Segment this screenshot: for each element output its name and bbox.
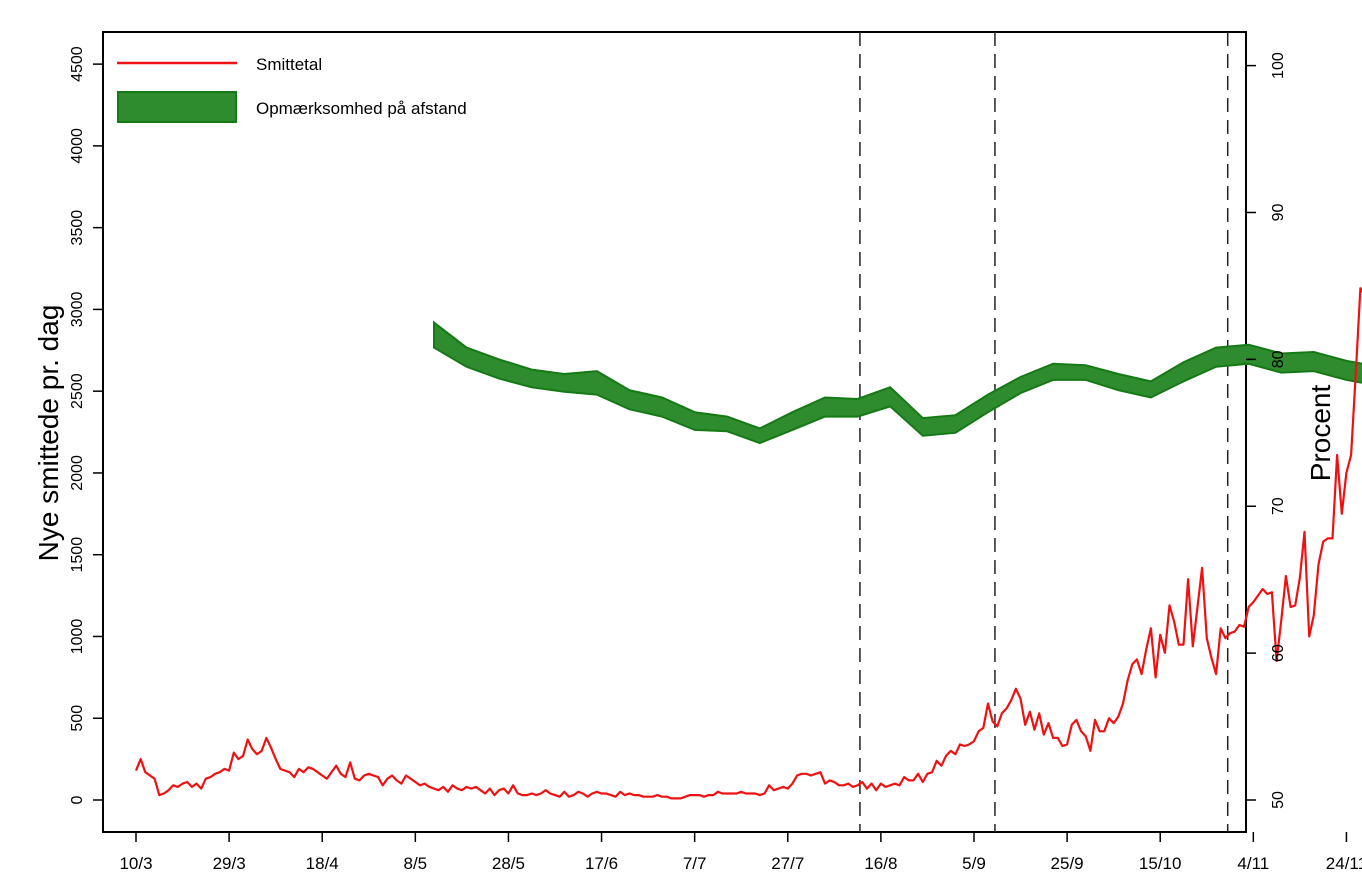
- x-tick-label: 10/3: [119, 854, 152, 873]
- left-tick-label: 1500: [69, 537, 86, 573]
- y-axis-right-label: Procent: [1305, 385, 1336, 482]
- right-tick-label: 50: [1270, 791, 1287, 809]
- right-tick-label: 60: [1270, 644, 1287, 662]
- right-tick-label: 80: [1270, 350, 1287, 368]
- right-tick-label: 90: [1270, 203, 1287, 221]
- band-area: [433, 320, 1362, 445]
- right-tick-label: 100: [1270, 52, 1287, 79]
- left-tick-label: 4500: [69, 46, 86, 82]
- x-tick-label: 28/5: [492, 854, 525, 873]
- left-tick-label: 4000: [69, 128, 86, 164]
- left-axis: 0 500 1000 1500 2000 2500 3000 3500 4000 4500: [69, 46, 103, 804]
- legend-label-band: Opmærksomhed på afstand: [256, 99, 467, 118]
- legend-label-smittetal: Smittetal: [256, 55, 322, 74]
- left-tick-label: 2000: [69, 455, 86, 491]
- left-tick-label: 0: [69, 795, 86, 804]
- left-tick-label: 3000: [69, 292, 86, 328]
- plot-frame: [102, 31, 1247, 833]
- line-series: [134, 287, 1362, 800]
- smittetal-line: [134, 287, 1362, 800]
- event-lines: [859, 32, 1229, 832]
- left-tick-label: 1000: [69, 619, 86, 655]
- x-tick-label: 24/11: [1326, 854, 1362, 873]
- x-tick-label: 7/7: [683, 854, 707, 873]
- x-tick-label: 29/3: [213, 854, 246, 873]
- x-tick-label: 5/9: [962, 854, 986, 873]
- x-tick-label: 15/10: [1139, 854, 1182, 873]
- left-tick-label: 500: [69, 705, 86, 732]
- x-tick-label: 27/7: [771, 854, 804, 873]
- legend: Smittetal Opmærksomhed på afstand: [117, 55, 467, 123]
- x-tick-label: 4/11: [1237, 854, 1269, 873]
- x-tick-label: 17/6: [585, 854, 618, 873]
- left-tick-label: 3500: [69, 210, 86, 246]
- band-series: [433, 320, 1362, 445]
- x-tick-label: 18/4: [306, 854, 339, 873]
- left-tick-label: 2500: [69, 373, 86, 409]
- x-tick-label: 8/5: [404, 854, 428, 873]
- right-tick-label: 70: [1270, 497, 1287, 515]
- x-tick-label: 16/8: [864, 854, 897, 873]
- legend-swatch-band: [117, 91, 237, 123]
- y-axis-left-label: Nye smittede pr. dag: [33, 305, 64, 562]
- x-tick-label: 25/9: [1051, 854, 1084, 873]
- right-axis: 50 60 70 80 90 100: [1246, 52, 1287, 809]
- x-axis: 10/3 29/3 18/4 8/5 28/5 17/6 7/7 27/7 16/8 5/9 25/…: [119, 832, 1362, 873]
